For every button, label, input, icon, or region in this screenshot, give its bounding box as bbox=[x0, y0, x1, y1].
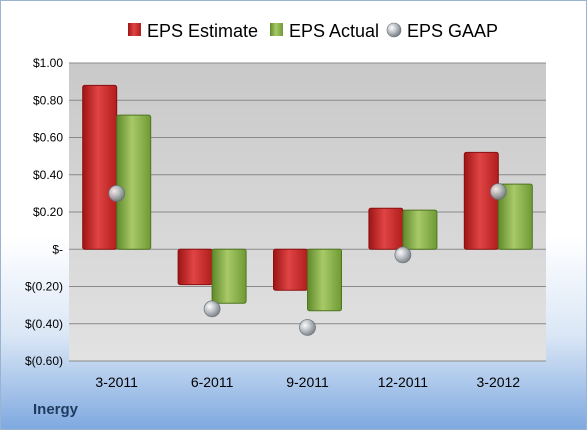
x-tick-label: 3-2012 bbox=[477, 374, 521, 390]
actual-bar bbox=[116, 114, 152, 250]
x-tick-label: 12-2011 bbox=[378, 374, 429, 390]
legend-entry: EPS Estimate bbox=[147, 21, 258, 41]
estimate-bar bbox=[463, 151, 499, 250]
estimate-bar bbox=[177, 248, 213, 286]
legend-swatch bbox=[386, 22, 402, 38]
y-tick-label: $(0.20) bbox=[25, 280, 63, 294]
company-label: Inergy bbox=[33, 401, 79, 418]
legend-entry: EPS GAAP bbox=[407, 21, 498, 41]
legend-swatch bbox=[270, 23, 283, 36]
y-tick-label: $1.00 bbox=[33, 56, 63, 70]
estimate-bar bbox=[82, 84, 118, 250]
y-tick-label: $0.40 bbox=[33, 168, 63, 182]
estimate-bar bbox=[368, 207, 404, 250]
actual-bar bbox=[307, 248, 342, 312]
actual-bar bbox=[211, 248, 247, 304]
gaap-point bbox=[203, 300, 221, 318]
y-tick-label: $(0.40) bbox=[25, 317, 63, 331]
gaap-point bbox=[299, 319, 316, 336]
actual-bar bbox=[497, 183, 533, 250]
legend-entry: EPS Actual bbox=[289, 21, 379, 41]
y-tick-label: $0.20 bbox=[33, 205, 63, 219]
gaap-point bbox=[108, 184, 126, 202]
y-tick-label: $(0.60) bbox=[25, 354, 63, 368]
actual-bar bbox=[402, 209, 438, 250]
x-tick-label: 9-2011 bbox=[286, 374, 329, 390]
y-tick-label: $- bbox=[52, 242, 63, 256]
estimate-bar bbox=[273, 248, 308, 291]
gaap-point bbox=[394, 246, 412, 264]
x-tick-label: 3-2011 bbox=[95, 374, 138, 390]
y-tick-label: $0.80 bbox=[33, 93, 63, 107]
gaap-point bbox=[489, 183, 507, 200]
x-tick-label: 6-2011 bbox=[191, 374, 234, 390]
y-tick-label: $0.60 bbox=[33, 131, 63, 145]
legend-swatch bbox=[128, 23, 141, 36]
